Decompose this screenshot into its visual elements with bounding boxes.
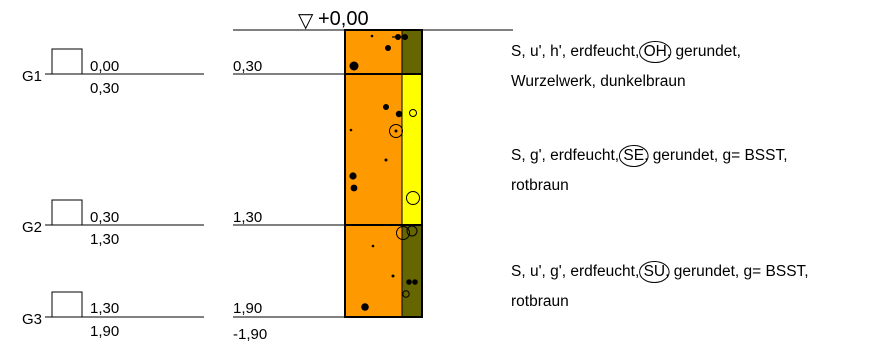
sample-g2-top: 0,30 xyxy=(90,209,119,226)
layer-2-text-after: , gerundet, g= BSST, xyxy=(644,147,787,164)
layer-3-code: SU xyxy=(644,263,666,280)
gravel-dot xyxy=(350,184,358,192)
gravel-dot xyxy=(384,158,388,162)
layer-1-code-circle xyxy=(639,41,672,63)
gravel-dot xyxy=(385,45,391,51)
sample-g3-top: 1,30 xyxy=(90,300,119,317)
layer-3-fill xyxy=(345,225,402,317)
datum-label: +0,00 xyxy=(318,8,369,30)
layer-2-line2: rotbraun xyxy=(511,177,569,194)
datum-marker: ▽ xyxy=(298,10,314,32)
sample-g1-name: G1 xyxy=(22,68,42,85)
sample-g3-bottom: 1,90 xyxy=(90,323,119,340)
gravel-dot xyxy=(349,128,353,132)
layer-1-line1: S, u', h', erdfeucht, OH, gerundet, xyxy=(511,43,741,60)
sample-g2-box xyxy=(51,199,83,226)
sample-g3-name: G3 xyxy=(22,311,42,328)
pebble-ring xyxy=(402,290,410,298)
layer-1-text-before: S, u', h', erdfeucht, xyxy=(511,43,644,60)
sample-g2-name: G2 xyxy=(22,219,42,236)
layer-2-code-circle xyxy=(618,145,649,167)
layer-2-strip xyxy=(402,74,422,225)
sample-g1-bottom: 0,30 xyxy=(90,80,119,97)
gravel-dot xyxy=(371,244,375,248)
layer-1-line2: Wurzelwerk, dunkelbraun xyxy=(511,73,686,90)
gravel-dot xyxy=(370,34,374,38)
layer-2-symbols xyxy=(349,104,420,205)
final-depth-label: -1,90 xyxy=(233,326,267,343)
layer-2-code: SE xyxy=(623,147,644,164)
gravel-dot xyxy=(383,104,389,110)
layer-3-text-after: , gerundet, g= BSST, xyxy=(665,263,808,280)
gravel-dot xyxy=(406,279,412,285)
gravel-dot xyxy=(349,172,357,180)
sample-g1-top: 0,00 xyxy=(90,58,119,75)
sample-g3-box xyxy=(51,291,83,318)
cobble-ring xyxy=(406,191,420,205)
gravel-dot xyxy=(391,274,395,278)
gravel-dot xyxy=(349,61,359,71)
cobble-center xyxy=(394,129,398,133)
pebble-ring xyxy=(406,225,418,237)
layer-3-line2: rotbraun xyxy=(511,293,569,310)
layer-3-text-before: S, u', g', erdfeucht, xyxy=(511,263,644,280)
cobble-ring xyxy=(396,226,410,240)
depth-label-2: 1,30 xyxy=(233,209,262,226)
column-outline xyxy=(344,29,423,318)
cobble-ring xyxy=(389,124,403,138)
layer-2-fill xyxy=(345,74,402,225)
soil-column xyxy=(344,29,423,318)
gravel-dot xyxy=(412,279,418,285)
layer-3-code-circle xyxy=(639,261,670,283)
sample-g1-box xyxy=(51,48,83,75)
layer-2-text-before: S, g', erdfeucht, xyxy=(511,147,623,164)
layer-1-symbols xyxy=(349,34,408,71)
sample-g1: G1 0,00 0,30 xyxy=(22,48,204,97)
sample-g3: G3 1,30 1,90 xyxy=(22,291,204,340)
layer-3-symbols xyxy=(361,225,418,311)
layer-3-line1: S, u', g', erdfeucht, SU, gerundet, g= B… xyxy=(511,263,809,280)
layer-1-code: OH xyxy=(644,43,667,60)
gravel-dot xyxy=(361,303,369,311)
layer-2-description: S, g', erdfeucht, SE, gerundet, g= BSST,… xyxy=(511,145,788,194)
layer-1-strip xyxy=(402,30,422,74)
layer-1-text-after: , gerundet, xyxy=(667,43,741,60)
depth-label-3: 1,90 xyxy=(233,300,262,317)
layer-2-line1: S, g', erdfeucht, SE, gerundet, g= BSST, xyxy=(511,147,788,164)
ground-datum: ▽ +0,00 xyxy=(233,8,513,32)
sample-g2: G2 0,30 1,30 xyxy=(22,199,204,248)
depth-label-1: 0,30 xyxy=(233,58,262,75)
layer-3-description: S, u', g', erdfeucht, SU, gerundet, g= B… xyxy=(511,261,809,310)
pebble-ring xyxy=(409,109,417,117)
sample-g2-bottom: 1,30 xyxy=(90,231,119,248)
layer-1-description: S, u', h', erdfeucht, OH, gerundet, Wurz… xyxy=(511,41,741,90)
layer-3-strip xyxy=(402,225,422,317)
gravel-dot xyxy=(395,110,403,118)
depth-marks: 0,30 1,30 1,90 -1,90 xyxy=(233,58,345,343)
